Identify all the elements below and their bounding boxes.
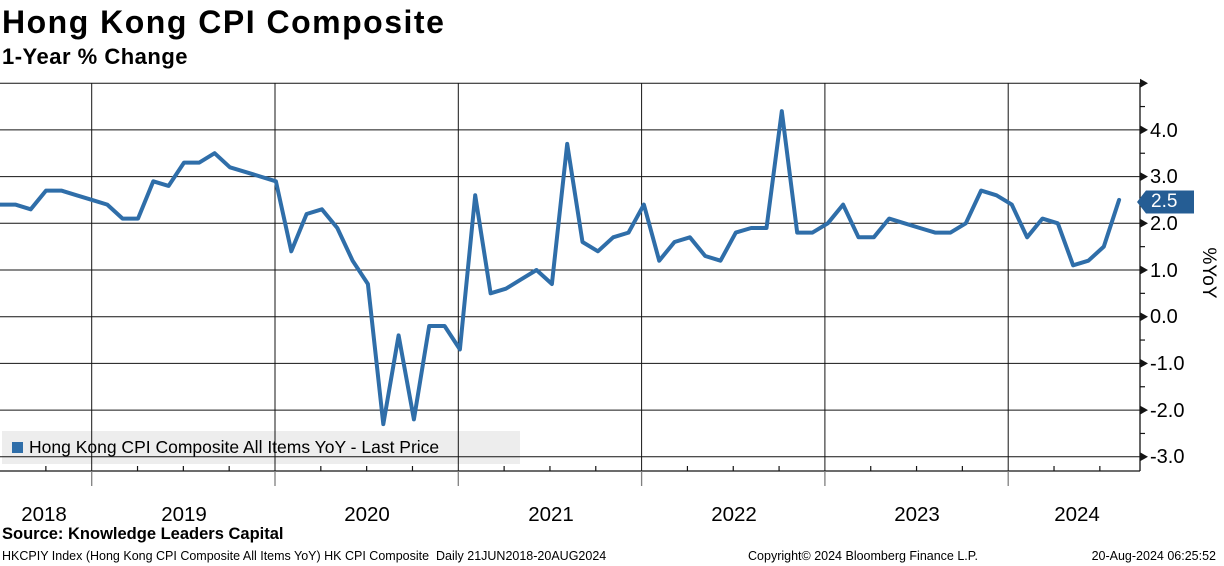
y-axis-tick-label: -3.0 [1150,446,1185,469]
source-line: Source: Knowledge Leaders Capital [2,525,284,543]
last-price-label: 2.5 [1151,191,1177,212]
axis-arrow-icon [1140,358,1148,368]
x-axis-tick-label: 2022 [711,503,757,526]
x-axis-tick-label: 2018 [21,503,67,526]
axis-arrow-icon [1140,172,1148,182]
cpi-line [0,109,1122,427]
y-axis-tick-label: 3.0 [1150,166,1178,189]
axis-arrow-icon [1140,452,1148,462]
chart-subtitle: 1-Year % Change [2,44,189,69]
last-price-flag [1137,190,1194,214]
y-axis-tick-label: 2.0 [1150,213,1178,236]
axis-arrow-icon [1140,125,1148,135]
x-axis-tick-label: 2024 [1054,503,1100,526]
axis-arrow-icon [1140,78,1148,88]
legend-background [2,431,520,464]
y-axis-tick-label: 1.0 [1150,260,1178,283]
axis-arrow-icon [1140,405,1148,415]
footer-copyright: Copyright© 2024 Bloomberg Finance L.P. [748,549,978,563]
y-axis-tick-label: -2.0 [1150,400,1185,423]
page-title: Hong Kong CPI Composite [2,4,446,40]
y-axis-tick-label: 0.0 [1150,306,1178,329]
footer-ticker-text: HKCPIY Index (Hong Kong CPI Composite Al… [2,549,607,563]
legend: Hong Kong CPI Composite All Items YoY - … [2,431,520,464]
legend-label: Hong Kong CPI Composite All Items YoY - … [29,437,440,457]
x-axis-tick-label: 2021 [528,503,574,526]
axis-arrow-icon [1140,218,1148,228]
footer-timestamp: 20-Aug-2024 06:25:52 [1091,549,1216,563]
axis-arrow-icon [1140,312,1148,322]
axis-arrow-icon [1140,265,1148,275]
y-axis-tick-label: 4.0 [1150,120,1178,143]
x-axis-tick-label: 2020 [344,503,390,526]
y-axis-tick-label: -1.0 [1150,353,1185,376]
y-axis-title: %YoY [1198,247,1219,299]
legend-marker-icon [12,442,23,453]
x-axis-tick-label: 2019 [161,503,207,526]
x-axis-tick-label: 2023 [894,503,940,526]
